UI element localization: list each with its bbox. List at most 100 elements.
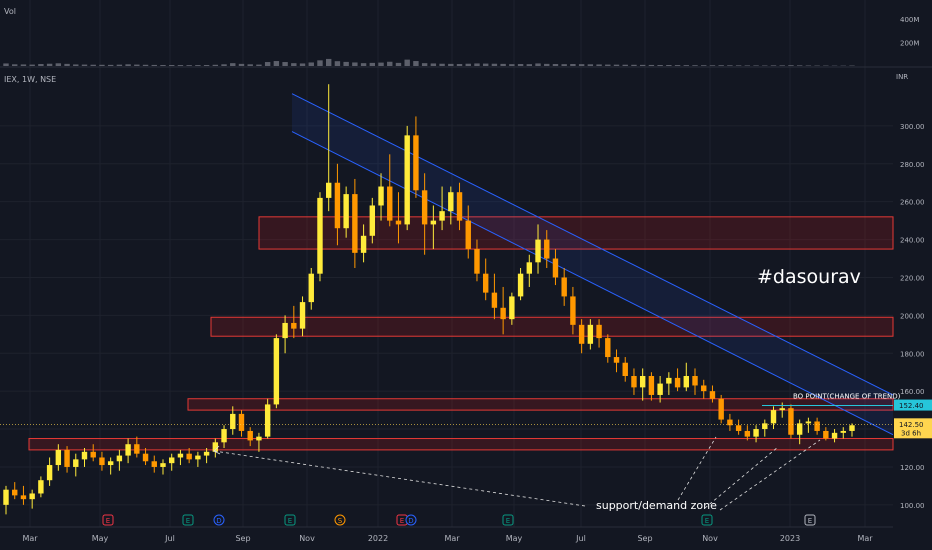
time-tick-label[interactable]: Jul bbox=[164, 534, 175, 543]
volume-bars bbox=[3, 58, 855, 66]
candle-body bbox=[404, 135, 410, 225]
event-marker[interactable] bbox=[804, 514, 816, 526]
time-axis-ticks[interactable]: Mar May Jul Sep Nov 2022 Mar May Jul Sep Nov 2023 Ma… bbox=[22, 534, 873, 543]
candle-body bbox=[90, 451, 96, 458]
volume-bar bbox=[596, 64, 602, 66]
candle-body bbox=[12, 489, 18, 496]
price-tick-label: 200.00 bbox=[900, 312, 925, 320]
volume-axis-ticks: 400M 200M bbox=[900, 16, 919, 48]
time-tick-label[interactable]: Sep bbox=[235, 534, 250, 543]
time-tick-label[interactable]: May bbox=[92, 534, 109, 543]
channel-lower-line bbox=[291, 131, 894, 436]
candle-body bbox=[151, 461, 157, 467]
volume-bar bbox=[718, 65, 724, 66]
candle-body bbox=[230, 413, 236, 430]
event-marker-label: D bbox=[216, 517, 221, 525]
candle-body bbox=[247, 430, 253, 441]
candle-body bbox=[421, 190, 428, 225]
breakout-note: BO POINT(CHANGE OF TREND) bbox=[793, 393, 901, 401]
volume-bar bbox=[64, 63, 70, 66]
zone-rect bbox=[210, 316, 894, 337]
candle-body bbox=[701, 385, 707, 392]
candle-body bbox=[762, 423, 768, 430]
candle-body bbox=[291, 322, 297, 329]
time-tick-label[interactable]: Mar bbox=[857, 534, 873, 543]
volume-bar bbox=[369, 62, 376, 66]
volume-tick-label: 200M bbox=[900, 39, 919, 47]
candle-body bbox=[212, 442, 219, 452]
event-marker[interactable] bbox=[701, 514, 713, 526]
volume-bar bbox=[317, 60, 323, 66]
candle-body bbox=[195, 455, 201, 460]
candle-body bbox=[587, 324, 594, 344]
time-tick-label[interactable]: 2023 bbox=[780, 534, 800, 543]
volume-bar bbox=[622, 64, 628, 66]
time-tick-label[interactable]: Jul bbox=[575, 534, 586, 543]
candle-body bbox=[683, 376, 689, 388]
event-marker[interactable] bbox=[405, 514, 417, 526]
candle-body bbox=[796, 423, 803, 435]
time-tick-label[interactable]: 2022 bbox=[368, 534, 388, 543]
candle-body bbox=[20, 495, 27, 500]
event-marker[interactable] bbox=[502, 514, 514, 526]
volume-bar bbox=[657, 65, 663, 66]
candle-body bbox=[465, 220, 471, 250]
candlesticks bbox=[3, 84, 855, 515]
candle-body bbox=[160, 463, 166, 467]
price-tick-label: 220.00 bbox=[900, 274, 925, 282]
time-tick-label[interactable]: Nov bbox=[702, 534, 718, 543]
candle-body bbox=[448, 192, 454, 212]
candle-body bbox=[107, 461, 114, 466]
volume-bar bbox=[421, 63, 428, 66]
volume-bar bbox=[770, 65, 777, 66]
candle-body bbox=[169, 457, 175, 464]
volume-bar bbox=[674, 65, 681, 66]
event-marker[interactable] bbox=[334, 514, 346, 526]
time-tick-label[interactable]: May bbox=[506, 534, 523, 543]
candle-body bbox=[38, 480, 44, 494]
last-price-box bbox=[894, 418, 932, 439]
event-marker[interactable] bbox=[213, 514, 225, 526]
time-tick-label[interactable]: Sep bbox=[637, 534, 652, 543]
candle-body bbox=[343, 194, 349, 229]
time-tick-label[interactable]: Mar bbox=[22, 534, 38, 543]
volume-bar bbox=[613, 64, 620, 66]
candle-body bbox=[648, 376, 655, 395]
volume-bar bbox=[430, 63, 437, 66]
volume-bar bbox=[169, 65, 175, 66]
candle-body bbox=[46, 465, 53, 481]
candle-body bbox=[718, 398, 724, 420]
candle-body bbox=[674, 377, 681, 388]
event-marker[interactable] bbox=[102, 514, 114, 526]
candle-body bbox=[73, 459, 79, 467]
candle-body bbox=[29, 493, 35, 500]
event-marker[interactable] bbox=[182, 514, 194, 526]
candle-body bbox=[849, 425, 855, 431]
candle-body bbox=[308, 273, 314, 303]
event-marker-label: E bbox=[106, 517, 110, 525]
volume-bar bbox=[413, 61, 419, 66]
volume-bar bbox=[238, 63, 245, 66]
volume-bar bbox=[151, 64, 157, 66]
volume-bar bbox=[107, 64, 114, 66]
volume-pane-label: Vol bbox=[4, 7, 16, 16]
candle-body bbox=[491, 292, 498, 308]
time-tick-label[interactable]: Mar bbox=[444, 534, 460, 543]
candle-body bbox=[500, 307, 506, 320]
event-marker[interactable] bbox=[284, 514, 296, 526]
time-tick-label[interactable]: Nov bbox=[299, 534, 315, 543]
volume-tick-label: 400M bbox=[900, 16, 919, 24]
volume-bar bbox=[116, 64, 123, 66]
volume-bar bbox=[509, 64, 515, 66]
volume-bar bbox=[526, 64, 533, 66]
candle-body bbox=[605, 338, 611, 358]
currency-label: INR bbox=[896, 73, 908, 81]
event-marker-label: S bbox=[338, 517, 343, 525]
volume-bar bbox=[587, 64, 594, 66]
candle-body bbox=[840, 430, 846, 433]
volume-bar bbox=[325, 58, 332, 66]
candle-body bbox=[256, 436, 262, 441]
volume-bar bbox=[29, 64, 35, 66]
